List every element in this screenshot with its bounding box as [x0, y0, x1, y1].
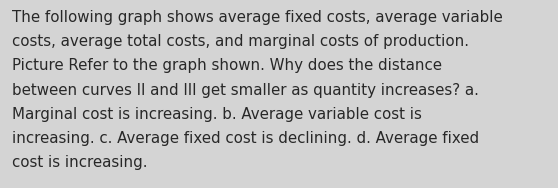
- Text: increasing. c. Average fixed cost is declining. d. Average fixed: increasing. c. Average fixed cost is dec…: [12, 131, 479, 146]
- Text: Picture Refer to the graph shown. Why does the distance: Picture Refer to the graph shown. Why do…: [12, 58, 442, 74]
- Text: between curves II and III get smaller as quantity increases? a.: between curves II and III get smaller as…: [12, 83, 479, 98]
- Text: costs, average total costs, and marginal costs of production.: costs, average total costs, and marginal…: [12, 34, 469, 49]
- Text: The following graph shows average fixed costs, average variable: The following graph shows average fixed …: [12, 10, 503, 25]
- Text: Marginal cost is increasing. b. Average variable cost is: Marginal cost is increasing. b. Average …: [12, 107, 422, 122]
- Text: cost is increasing.: cost is increasing.: [12, 155, 148, 170]
